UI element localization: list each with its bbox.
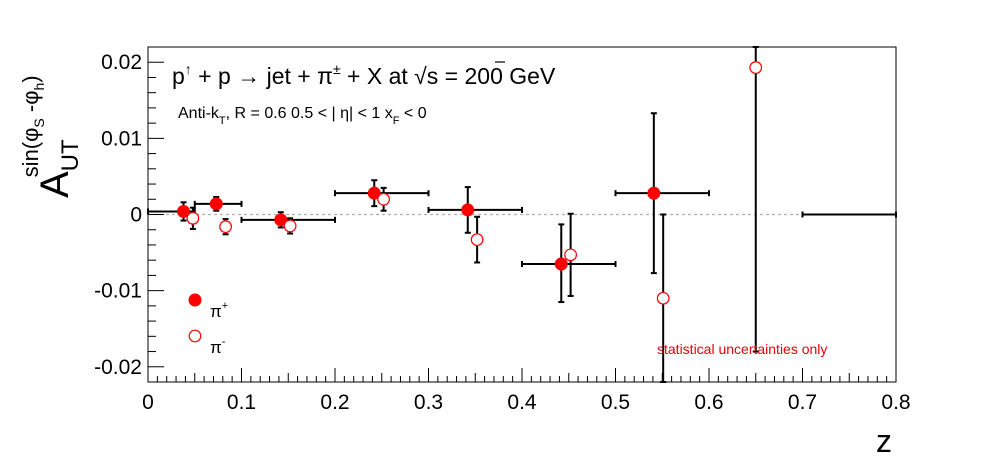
y-tick-label: 0.01 (101, 127, 142, 150)
x-tick-label: 0.1 (227, 391, 256, 414)
x-tick-label: 0.6 (694, 391, 723, 414)
x-tick-label: 0.8 (881, 391, 910, 414)
legend-marker-pi-plus (188, 293, 202, 307)
data-markers (177, 61, 763, 305)
x-tick-label: 0.5 (601, 391, 630, 414)
y-tick-label: 0 (130, 204, 142, 227)
data-point-pi-minus (377, 192, 391, 206)
y-axis-label: AUTsin(φS -φh) (18, 75, 84, 198)
data-point-pi-minus (470, 233, 484, 247)
data-point-pi-plus (647, 186, 661, 200)
x-tick-label: 0.2 (320, 391, 349, 414)
data-point-pi-minus (564, 248, 578, 262)
data-point-pi-minus (283, 219, 297, 233)
data-point-pi-plus (367, 186, 381, 200)
legend-label-pi-plus: π+ (210, 300, 228, 321)
x-tick-label: 0.7 (788, 391, 817, 414)
annotation-text: statistical uncertainties only (657, 341, 827, 357)
data-point-pi-plus (177, 204, 191, 218)
y-axis-ticks: -0.02 -0.01 0 0.01 0.02 (94, 46, 164, 383)
data-point-pi-minus (186, 211, 200, 225)
legend-marker-pi-minus (188, 329, 202, 343)
x-axis-ticks: 0 0.1 0.2 0.3 0.4 0.5 0.6 0.7 0.8 (142, 368, 911, 414)
data-point-pi-plus (461, 203, 475, 217)
chart-subtitle: Anti-kT, R = 0.6 0.5 < | η| < 1 xF < 0 (178, 105, 427, 127)
x-tick-label: 0.4 (507, 391, 537, 414)
data-point-pi-minus (219, 220, 233, 234)
data-point-pi-plus (274, 213, 288, 227)
y-tick-label: -0.01 (94, 280, 142, 303)
legend-label-pi-minus: π- (210, 336, 226, 357)
x-tick-label: 0 (142, 391, 154, 414)
x-axis-label: z (876, 423, 892, 459)
chart-title: p↑ + p → jet + π± + X at √s = 200 GeV (172, 61, 556, 89)
data-point-pi-minus (749, 61, 763, 74)
legend: π+ π- (188, 293, 228, 357)
data-point-pi-plus (554, 257, 568, 271)
x-tick-label: 0.3 (414, 391, 443, 414)
y-tick-label: 0.02 (101, 51, 142, 74)
data-point-pi-minus (656, 291, 670, 305)
data-point-pi-plus (209, 197, 223, 211)
y-tick-label: -0.02 (94, 356, 142, 379)
